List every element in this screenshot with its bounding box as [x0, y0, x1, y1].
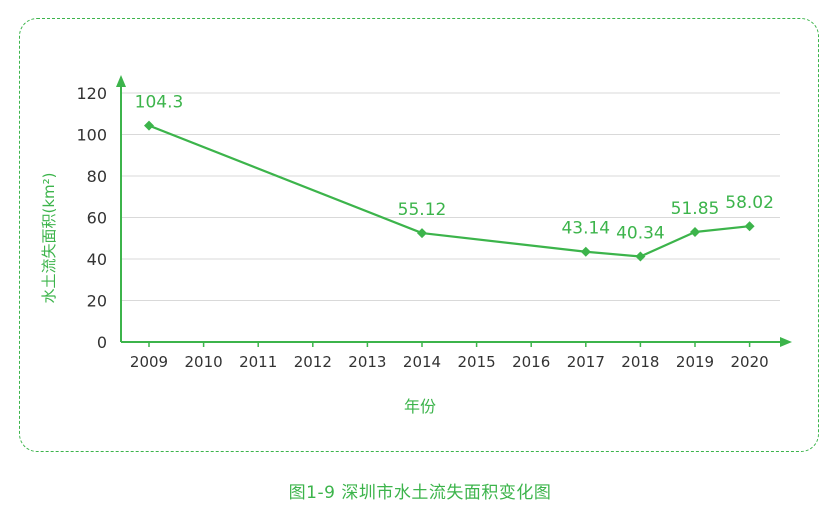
data-label: 51.85: [671, 199, 720, 219]
x-tick-label: 2020: [731, 353, 769, 371]
y-tick-labels: 0 20 40 60 80 100 120: [76, 84, 107, 352]
y-tick-label: 0: [97, 333, 107, 352]
y-tick-label: 100: [76, 126, 107, 145]
y-tick-label: 60: [87, 209, 107, 228]
y-tick-label: 120: [76, 84, 107, 103]
data-point-marker: [635, 251, 646, 262]
x-tick-label: 2019: [676, 353, 714, 371]
grid-lines: [121, 92, 780, 301]
x-tick-labels: 2009 2010 2011 2012 2013 2014 2015 2016 2017 2018…: [130, 353, 769, 371]
series: [144, 120, 755, 262]
data-point-marker: [144, 120, 154, 131]
data-label: 104.3: [135, 93, 184, 113]
data-point-marker: [744, 221, 755, 232]
x-tick-label: 2013: [348, 353, 386, 371]
y-tick-label: 40: [87, 250, 107, 269]
axes: [116, 75, 792, 347]
x-tick-label: 2011: [239, 353, 277, 371]
x-tick-label: 2009: [130, 353, 168, 371]
data-point-marker: [580, 246, 591, 257]
x-tick-label: 2015: [458, 353, 496, 371]
y-axis-label: 水土流失面积(km²): [40, 172, 58, 303]
x-tick-label: 2018: [621, 353, 659, 371]
data-point-marker: [690, 227, 700, 238]
data-label: 55.12: [398, 200, 447, 220]
x-tick-label: 2014: [403, 353, 441, 371]
x-tick-label: 2010: [185, 353, 223, 371]
data-label: 43.14: [561, 219, 610, 239]
y-axis-arrow: [116, 75, 126, 87]
x-tick-label: 2012: [294, 353, 332, 371]
data-labels: 104.3 55.12 43.14 40.34 51.85 58.02: [135, 93, 774, 244]
y-tick-label: 20: [87, 292, 107, 311]
x-axis-label: 年份: [404, 397, 436, 416]
figure-caption: 图1-9 深圳市水土流失面积变化图: [288, 483, 552, 503]
y-tick-label: 80: [87, 167, 107, 186]
x-axis-arrow: [780, 337, 792, 347]
data-label: 40.34: [616, 224, 665, 244]
x-tick-label: 2016: [512, 353, 550, 371]
series-line: [148, 124, 750, 258]
chart-frame: [19, 18, 819, 452]
x-tick-label: 2017: [567, 353, 605, 371]
data-label: 58.02: [725, 193, 774, 213]
data-point-marker: [417, 228, 427, 239]
